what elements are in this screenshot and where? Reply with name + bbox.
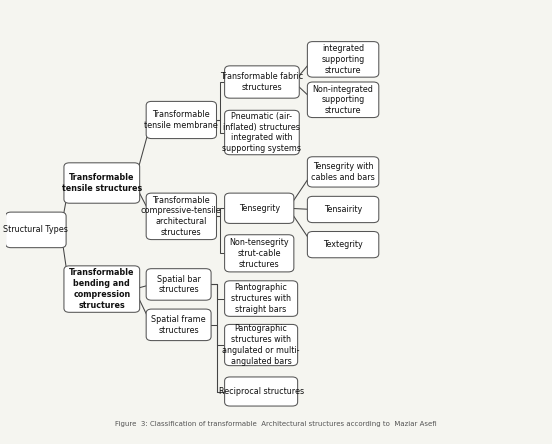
FancyBboxPatch shape bbox=[6, 212, 66, 248]
Text: Textegrity: Textegrity bbox=[323, 240, 363, 249]
Text: Tensegrity: Tensegrity bbox=[238, 204, 280, 213]
Text: Transformable
compressive-tensile
architectural
structures: Transformable compressive-tensile archit… bbox=[141, 196, 222, 237]
FancyBboxPatch shape bbox=[146, 309, 211, 341]
Text: Spatial frame
structures: Spatial frame structures bbox=[151, 315, 206, 335]
Text: Transformable fabric
structures: Transformable fabric structures bbox=[220, 72, 304, 92]
Text: Pantographic
structures with
straight bars: Pantographic structures with straight ba… bbox=[231, 283, 291, 314]
FancyBboxPatch shape bbox=[64, 266, 140, 312]
Text: Reciprocal structures: Reciprocal structures bbox=[219, 387, 304, 396]
FancyBboxPatch shape bbox=[307, 231, 379, 258]
Text: Figure  3: Classification of transformable  Architectural structures according t: Figure 3: Classification of transformabl… bbox=[115, 421, 437, 428]
FancyBboxPatch shape bbox=[146, 101, 216, 139]
FancyBboxPatch shape bbox=[146, 269, 211, 300]
FancyBboxPatch shape bbox=[225, 193, 294, 223]
FancyBboxPatch shape bbox=[225, 235, 294, 272]
FancyBboxPatch shape bbox=[225, 377, 298, 406]
Text: Transformable
tensile membrane: Transformable tensile membrane bbox=[145, 110, 218, 130]
FancyBboxPatch shape bbox=[225, 325, 298, 366]
Text: Tensairity: Tensairity bbox=[324, 205, 362, 214]
FancyBboxPatch shape bbox=[307, 157, 379, 187]
Text: Transformable
tensile structures: Transformable tensile structures bbox=[62, 173, 142, 193]
FancyBboxPatch shape bbox=[146, 193, 216, 240]
Text: Pantographic
structures with
angulated or multi-
angulated bars: Pantographic structures with angulated o… bbox=[222, 325, 300, 366]
FancyBboxPatch shape bbox=[307, 42, 379, 77]
Text: Tensegrity with
cables and bars: Tensegrity with cables and bars bbox=[311, 162, 375, 182]
FancyBboxPatch shape bbox=[225, 110, 299, 155]
FancyBboxPatch shape bbox=[225, 66, 299, 98]
FancyBboxPatch shape bbox=[225, 281, 298, 316]
FancyBboxPatch shape bbox=[307, 82, 379, 118]
Text: Transformable
bending and
compression
structures: Transformable bending and compression st… bbox=[69, 269, 135, 310]
Text: Pneumatic (air-
inflated) structures
integrated with
supporting systems: Pneumatic (air- inflated) structures int… bbox=[222, 112, 301, 153]
FancyBboxPatch shape bbox=[307, 196, 379, 222]
Text: Non-integrated
supporting
structure: Non-integrated supporting structure bbox=[312, 84, 374, 115]
Text: Structural Types: Structural Types bbox=[3, 226, 68, 234]
Text: integrated
supporting
structure: integrated supporting structure bbox=[321, 44, 365, 75]
Text: Non-tensegrity
strut-cable
structures: Non-tensegrity strut-cable structures bbox=[230, 238, 289, 269]
Text: Spatial bar
structures: Spatial bar structures bbox=[157, 274, 200, 294]
FancyBboxPatch shape bbox=[64, 163, 140, 203]
